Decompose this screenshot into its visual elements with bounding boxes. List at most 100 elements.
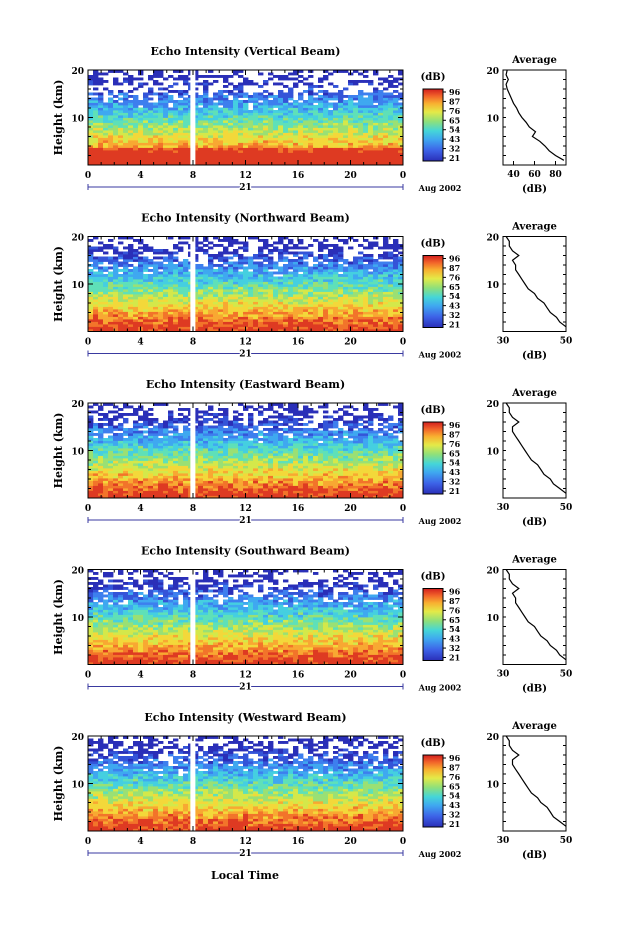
heatmap-cell <box>268 162 274 166</box>
heatmap-cell <box>263 117 269 121</box>
heatmap-cell <box>268 301 274 305</box>
heatmap-cell <box>338 296 344 300</box>
heatmap-cell <box>388 493 394 496</box>
heatmap-cell <box>283 475 289 479</box>
heatmap-cell <box>223 75 229 78</box>
heatmap-cell <box>398 281 404 285</box>
heatmap-cell <box>343 130 349 133</box>
heatmap-cell <box>113 142 119 146</box>
heatmap-cell <box>268 150 274 153</box>
heatmap-cell <box>373 314 379 317</box>
heatmap-cell <box>88 329 94 332</box>
heatmap-cell <box>133 120 139 123</box>
heatmap-cell <box>88 279 94 282</box>
heatmap-cell <box>323 162 329 166</box>
heatmap-cell <box>353 289 359 292</box>
heatmap-cell <box>338 291 344 295</box>
heatmap-cell <box>168 132 174 136</box>
heatmap-cell <box>333 271 339 275</box>
heatmap-cell <box>113 132 119 136</box>
heatmap-cell <box>118 162 124 166</box>
heatmap-cell <box>288 157 294 161</box>
heatmap-cell <box>263 475 269 479</box>
heatmap-cell <box>358 264 364 267</box>
heatmap-cell <box>323 132 329 136</box>
heatmap-cell <box>268 110 274 113</box>
heatmap-cell <box>128 157 134 161</box>
heatmap-cell <box>343 286 349 290</box>
heatmap-cell <box>123 137 129 141</box>
heatmap-cell <box>133 147 139 151</box>
heatmap-cell <box>223 249 229 252</box>
heatmap-cell <box>288 251 294 255</box>
heatmap-cell <box>173 132 179 136</box>
heatmap-cell <box>148 299 154 302</box>
heatmap-cell <box>88 483 94 486</box>
heatmap-cell <box>128 259 134 262</box>
heatmap-cell <box>223 311 229 315</box>
heatmap-cell <box>358 296 364 300</box>
heatmap-cell <box>218 316 224 320</box>
heatmap-cell <box>193 95 199 98</box>
heatmap-cell <box>193 311 199 315</box>
heatmap-cell <box>93 145 99 148</box>
heatmap-cell <box>358 324 364 327</box>
heatmap-cell <box>358 309 364 312</box>
heatmap-cell <box>213 97 219 101</box>
heatmap-cell <box>173 314 179 317</box>
heatmap-cell <box>98 125 104 128</box>
heatmap-cell <box>368 82 374 86</box>
heatmap-cell <box>233 311 239 315</box>
heatmap-cell <box>258 483 264 486</box>
heatmap-cell <box>233 480 239 484</box>
heatmap-cell <box>368 80 374 83</box>
heatmap-cell <box>173 299 179 302</box>
heatmap-cell <box>218 326 224 330</box>
heatmap-cell <box>138 276 144 280</box>
heatmap-cell <box>113 314 119 317</box>
heatmap-cell <box>293 100 299 103</box>
heatmap-cell <box>143 276 149 280</box>
heatmap-cell <box>308 470 314 474</box>
heatmap-cell <box>168 122 174 126</box>
heatmap-cell <box>98 490 104 494</box>
heatmap-cell <box>253 271 259 275</box>
heatmap-cell <box>383 236 389 240</box>
heatmap-cell <box>263 284 269 287</box>
heatmap-cell <box>263 480 269 484</box>
heatmap-cell <box>93 483 99 486</box>
heatmap-cell <box>233 319 239 322</box>
heatmap-cell <box>383 256 389 260</box>
heatmap-cell <box>228 271 234 275</box>
heatmap-cell <box>333 261 339 265</box>
heatmap-cell <box>283 470 289 474</box>
heatmap-cell <box>178 130 184 133</box>
heatmap-cell <box>333 309 339 312</box>
heatmap-cell <box>398 92 404 96</box>
heatmap-cell <box>343 127 349 131</box>
heatmap-cell <box>213 130 219 133</box>
heatmap-cell <box>268 306 274 310</box>
heatmap-cell <box>178 274 184 277</box>
heatmap-cell <box>393 132 399 136</box>
heatmap-cell <box>208 279 214 282</box>
heatmap-cell <box>333 291 339 295</box>
heatmap-cell <box>373 493 379 496</box>
heatmap-cell <box>103 284 109 287</box>
heatmap-cell <box>228 239 234 242</box>
heatmap-cell <box>338 125 344 128</box>
heatmap-cell <box>158 490 164 494</box>
heatmap-cell <box>298 261 304 265</box>
heatmap-cell <box>333 147 339 151</box>
heatmap-cell <box>258 246 264 250</box>
heatmap-cell <box>308 279 314 282</box>
day-label: 21 <box>239 350 252 360</box>
heatmap-cell <box>158 286 164 290</box>
heatmap-cell <box>163 326 169 330</box>
heatmap-cell <box>93 132 99 136</box>
heatmap-cell <box>103 162 109 166</box>
heatmap-cell <box>398 140 404 143</box>
heatmap-cell <box>333 155 339 158</box>
heatmap-cell <box>283 269 289 272</box>
heatmap-cell <box>263 246 269 250</box>
